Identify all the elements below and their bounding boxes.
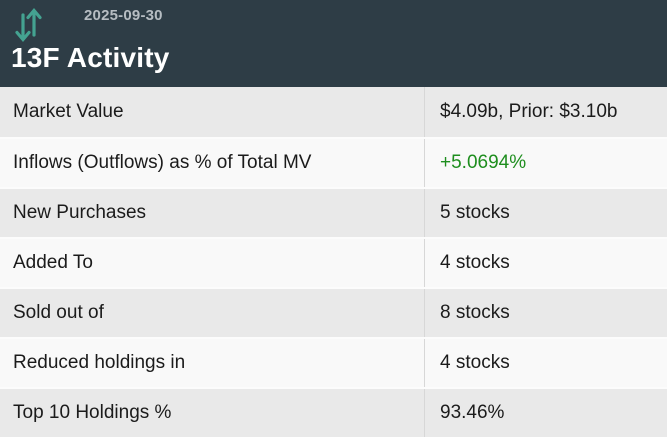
row-value: +5.0694% <box>440 152 527 173</box>
row-value: 93.46% <box>440 402 505 423</box>
row-value: 8 stocks <box>440 302 510 323</box>
row-value: $4.09b, Prior: $3.10b <box>440 101 618 122</box>
inflows-outflows-arrows-icon <box>13 5 45 45</box>
row-value: 4 stocks <box>440 352 510 373</box>
table-row: Reduced holdings in 4 stocks <box>0 337 667 387</box>
table-row: Inflows (Outflows) as % of Total MV +5.0… <box>0 137 667 187</box>
widget-title: 13F Activity <box>11 42 170 73</box>
row-value: 4 stocks <box>440 252 510 273</box>
activity-table: Market Value $4.09b, Prior: $3.10b Inflo… <box>0 87 667 437</box>
row-label: Sold out of <box>0 289 425 337</box>
table-row: Sold out of 8 stocks <box>0 287 667 337</box>
table-row: Top 10 Holdings % 93.46% <box>0 387 667 437</box>
table-row: Added To 4 stocks <box>0 237 667 287</box>
row-label: New Purchases <box>0 189 425 237</box>
widget-header: 2025-09-30 13F Activity <box>0 0 667 87</box>
row-label: Added To <box>0 239 425 287</box>
table-row: Market Value $4.09b, Prior: $3.10b <box>0 87 667 137</box>
row-label: Inflows (Outflows) as % of Total MV <box>0 139 425 187</box>
row-label: Market Value <box>0 87 425 137</box>
row-value: 5 stocks <box>440 202 510 223</box>
report-date: 2025-09-30 <box>84 7 163 24</box>
table-row: New Purchases 5 stocks <box>0 187 667 237</box>
row-label: Reduced holdings in <box>0 339 425 387</box>
row-label: Top 10 Holdings % <box>0 389 425 437</box>
